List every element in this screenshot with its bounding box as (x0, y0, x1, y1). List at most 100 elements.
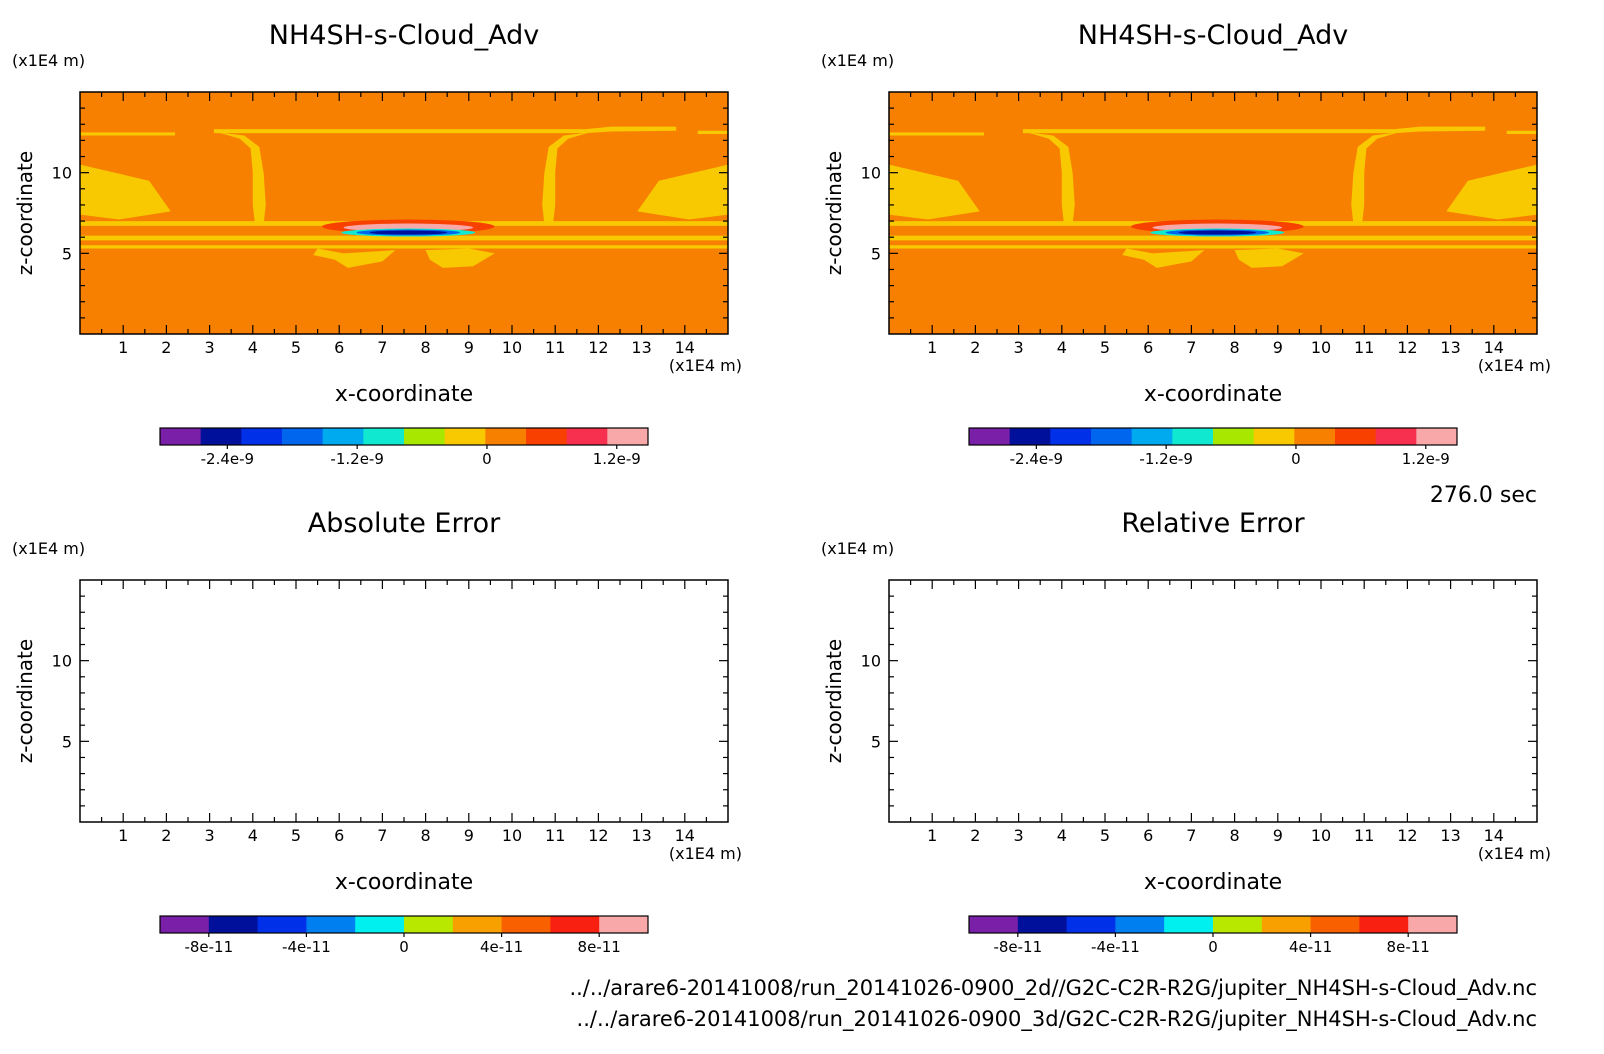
x-tick-label: 4 (1057, 826, 1067, 845)
x-tick-label: 5 (291, 338, 301, 357)
x-tick-label: 6 (334, 338, 344, 357)
x-tick-label: 2 (970, 338, 980, 357)
x-tick-label: 3 (205, 338, 215, 357)
colorbar-tick-label: 8e-11 (578, 938, 621, 956)
colorbar-swatch (1213, 916, 1263, 933)
x-tick-label: 13 (631, 826, 651, 845)
cloud-streak-right (1351, 132, 1399, 225)
cloud-top-band-right (1506, 130, 1537, 134)
colorbar-swatch (1066, 916, 1116, 933)
colorbar: -8e-11 -4e-11 0 4e-11 8e-11 (968, 915, 1458, 956)
cloud-streak-right (542, 132, 590, 225)
cloud-top-band-right (697, 130, 728, 134)
file-path-3d: ../../arare6-20141008/run_20141026-0900_… (577, 1007, 1537, 1032)
colorbar-tick-label: 1.2e-9 (1402, 450, 1450, 468)
colorbar-swatch (1115, 916, 1165, 933)
colorbar-swatch (1359, 916, 1409, 933)
y-tick-label: 10 (52, 164, 72, 183)
x-tick-label: 14 (675, 338, 695, 357)
x-tick-label: 13 (1440, 826, 1460, 845)
y-unit-label: (x1E4 m) (12, 539, 85, 558)
y-tick-label: 10 (861, 164, 881, 183)
cloud-blob-left (1122, 248, 1205, 268)
colorbar-swatch (363, 428, 405, 445)
y-tick-label: 5 (62, 732, 72, 751)
cloud-top-band-left (80, 132, 176, 136)
y-tick-label: 10 (52, 652, 72, 671)
x-tick-label: 4 (1057, 338, 1067, 357)
y-tick-label: 5 (871, 244, 881, 263)
colorbar-swatch (1017, 916, 1068, 933)
colorbar-swatch (1172, 428, 1214, 445)
cloud-right-wedge (1446, 164, 1537, 220)
colorbar-tick-label: 0 (482, 450, 492, 468)
y-unit-label: (x1E4 m) (821, 51, 894, 70)
colorbar-swatch (550, 916, 600, 933)
colorbar-swatch (1009, 428, 1051, 445)
y-axis-label: z-coordinate (822, 639, 846, 763)
colorbar-tick-label: -8e-11 (993, 938, 1042, 956)
y-tick-label: 5 (62, 244, 72, 263)
colorbar-swatch (200, 428, 242, 445)
field-layer (889, 92, 1537, 334)
colorbar-swatch (1091, 428, 1133, 445)
colorbar-frame (968, 427, 1458, 446)
x-tick-label: 10 (502, 826, 522, 845)
x-tick-label: 13 (631, 338, 651, 357)
colorbar: -2.4e-9 -1.2e-9 0 1.2e-9 (968, 427, 1458, 468)
colorbar-swatch (1310, 916, 1360, 933)
x-tick-label: 7 (1186, 338, 1196, 357)
colorbar-swatch (160, 428, 202, 445)
colorbar: -8e-11 -4e-11 0 4e-11 8e-11 (159, 915, 649, 956)
x-tick-label: 11 (1354, 826, 1374, 845)
colorbar-swatch (1164, 916, 1214, 933)
x-tick-label: 9 (464, 338, 474, 357)
x-tick-label: 2 (970, 826, 980, 845)
colorbar-swatch (1213, 428, 1255, 445)
colorbar-swatch (1253, 428, 1295, 445)
x-axis-label: x-coordinate (335, 382, 473, 407)
x-tick-label: 11 (1354, 338, 1374, 357)
colorbar-tick-label: -4e-11 (1091, 938, 1140, 956)
field-layer (80, 92, 728, 334)
x-tick-label: 8 (1230, 826, 1240, 845)
x-tick-label: 5 (291, 826, 301, 845)
x-tick-label: 14 (675, 826, 695, 845)
cloud-left-wedge (889, 164, 980, 220)
y-unit-label: (x1E4 m) (821, 539, 894, 558)
x-tick-label: 1 (927, 338, 937, 357)
cloud-band-lower (889, 245, 1537, 249)
cloud-blob-left (313, 248, 396, 268)
colorbar-swatch (322, 428, 364, 445)
colorbar-swatch (282, 428, 324, 445)
x-axis-label: x-coordinate (1144, 870, 1282, 895)
x-tick-label: 14 (1484, 338, 1504, 357)
colorbar-tick-label: 1.2e-9 (593, 450, 641, 468)
chart-title: Relative Error (1121, 508, 1305, 539)
colorbar-tick-label: 0 (1208, 938, 1218, 956)
colorbar-tick-label: -8e-11 (184, 938, 233, 956)
x-tick-label: 12 (588, 826, 608, 845)
colorbar-swatch (1261, 916, 1312, 933)
colorbar-swatch (1416, 428, 1458, 445)
x-axis-label: x-coordinate (335, 870, 473, 895)
colorbar-swatch (501, 916, 551, 933)
x-tick-label: 8 (421, 338, 431, 357)
x-tick-label: 1 (118, 338, 128, 357)
x-tick-label: 3 (205, 826, 215, 845)
colorbar: -2.4e-9 -1.2e-9 0 1.2e-9 (159, 427, 649, 468)
chart-title: Absolute Error (308, 508, 501, 539)
x-unit-label: (x1E4 m) (1478, 356, 1551, 375)
x-tick-label: 8 (1230, 338, 1240, 357)
cloud-streak-left (218, 132, 266, 225)
x-tick-label: 8 (421, 826, 431, 845)
colorbar-tick-label: -4e-11 (282, 938, 331, 956)
y-tick-label: 10 (861, 652, 881, 671)
y-tick-label: 5 (871, 732, 881, 751)
dipole-negative-core (1178, 230, 1257, 235)
colorbar-swatch (444, 428, 486, 445)
x-tick-label: 9 (464, 826, 474, 845)
x-tick-label: 10 (1311, 338, 1331, 357)
chart-title: NH4SH-s-Cloud_Adv (1078, 20, 1348, 51)
cloud-left-wedge (80, 164, 171, 220)
